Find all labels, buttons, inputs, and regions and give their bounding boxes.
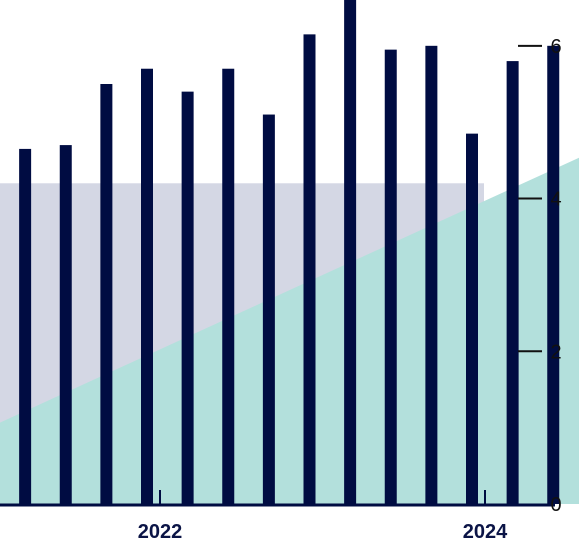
- y-tick-label: 6: [550, 36, 561, 58]
- bar: [506, 61, 519, 504]
- bar: [262, 114, 275, 504]
- bar: [425, 45, 438, 505]
- y-tick-label: 4: [550, 189, 561, 211]
- bar: [344, 0, 357, 504]
- bar: [59, 145, 72, 504]
- bar: [19, 148, 32, 504]
- y-tick-label: 0: [550, 494, 561, 516]
- bar: [100, 84, 113, 504]
- bar: [384, 49, 397, 505]
- bar: [181, 91, 194, 505]
- bars-layer: [19, 0, 560, 505]
- bar: [547, 45, 560, 505]
- bar: [141, 68, 153, 505]
- y-tick-label: 2: [550, 341, 561, 363]
- x-tick-label: 2022: [138, 521, 183, 543]
- bar: [466, 133, 478, 505]
- bar: [222, 68, 235, 505]
- x-tick-label: 2024: [463, 521, 508, 543]
- bar: [303, 34, 316, 504]
- axis-layer: [0, 44, 555, 507]
- label-layer: 2020202220242026年0246: [138, 36, 562, 543]
